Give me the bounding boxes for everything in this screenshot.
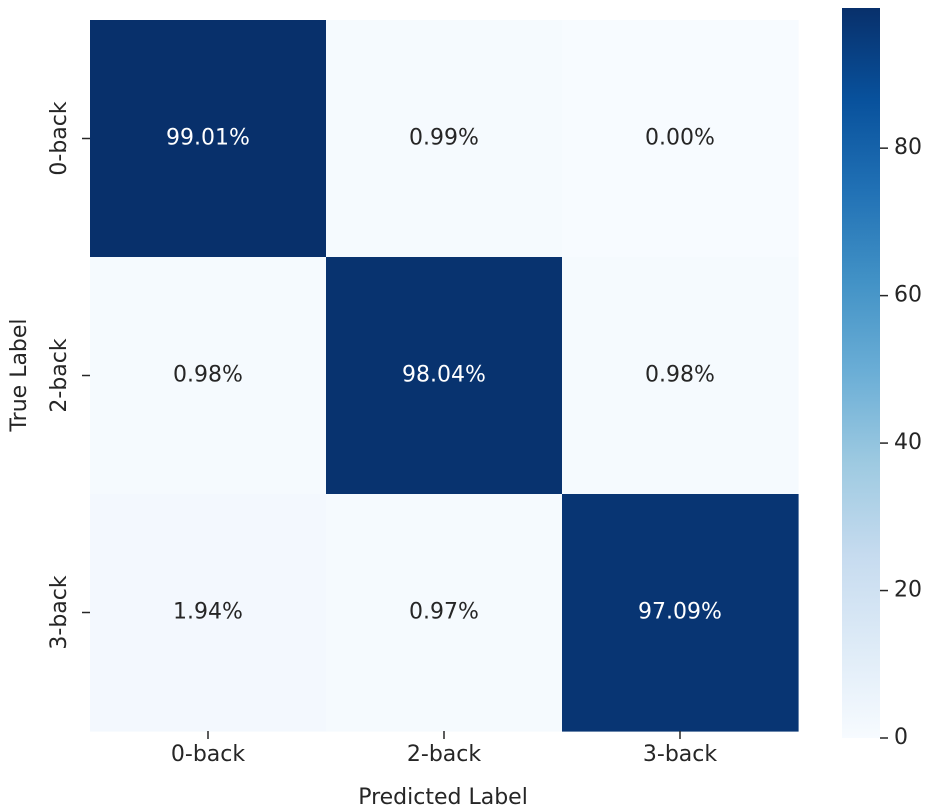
cell-value-label: 98.04% <box>402 363 486 388</box>
x-tick-label: 0-back <box>171 742 245 767</box>
cell-value-label: 0.00% <box>645 126 715 151</box>
heatmap-cell <box>326 257 563 495</box>
cell-value-label: 99.01% <box>166 126 250 151</box>
heatmap-cell <box>326 494 563 732</box>
colorbar-tick-label: 40 <box>894 430 922 455</box>
y-axis-title: True Label <box>7 318 32 432</box>
y-tick-label: 3-back <box>47 575 72 649</box>
cell-value-label: 0.98% <box>645 363 715 388</box>
x-axis: 0-back 2-back 3-back <box>171 731 717 767</box>
cell-value-label: 0.99% <box>409 126 479 151</box>
heatmap-cell <box>562 494 799 732</box>
y-axis: 0-back 2-back 3-back <box>47 101 90 650</box>
heatmap-cell <box>90 257 327 495</box>
cell-value-label: 0.98% <box>173 363 243 388</box>
heatmap-cell <box>90 494 327 732</box>
heatmap-cell <box>562 20 799 258</box>
colorbar-tick-label: 80 <box>894 135 922 160</box>
y-tick-label: 0-back <box>47 101 72 175</box>
cell-value-label: 1.94% <box>173 600 243 625</box>
colorbar-tick-label: 60 <box>894 283 922 308</box>
heatmap-cells <box>90 20 799 732</box>
x-axis-title: Predicted Label <box>358 785 528 810</box>
heatmap-cell <box>90 20 327 258</box>
colorbar-tick-label: 0 <box>894 725 908 750</box>
colorbar-gradient <box>842 8 880 738</box>
colorbar-tick-label: 20 <box>894 578 922 603</box>
cell-value-label: 97.09% <box>638 600 722 625</box>
heatmap-cell <box>326 20 563 258</box>
heatmap-cell-labels: 99.01% 0.99% 0.00% 0.98% 98.04% 0.98% 1.94% 0.9… <box>166 126 722 625</box>
x-tick-label: 2-back <box>407 742 481 767</box>
colorbar: 0 20 40 60 80 <box>842 8 922 750</box>
cell-value-label: 0.97% <box>409 600 479 625</box>
y-tick-label: 2-back <box>47 338 72 412</box>
x-tick-label: 3-back <box>643 742 717 767</box>
heatmap-cell <box>562 257 799 495</box>
